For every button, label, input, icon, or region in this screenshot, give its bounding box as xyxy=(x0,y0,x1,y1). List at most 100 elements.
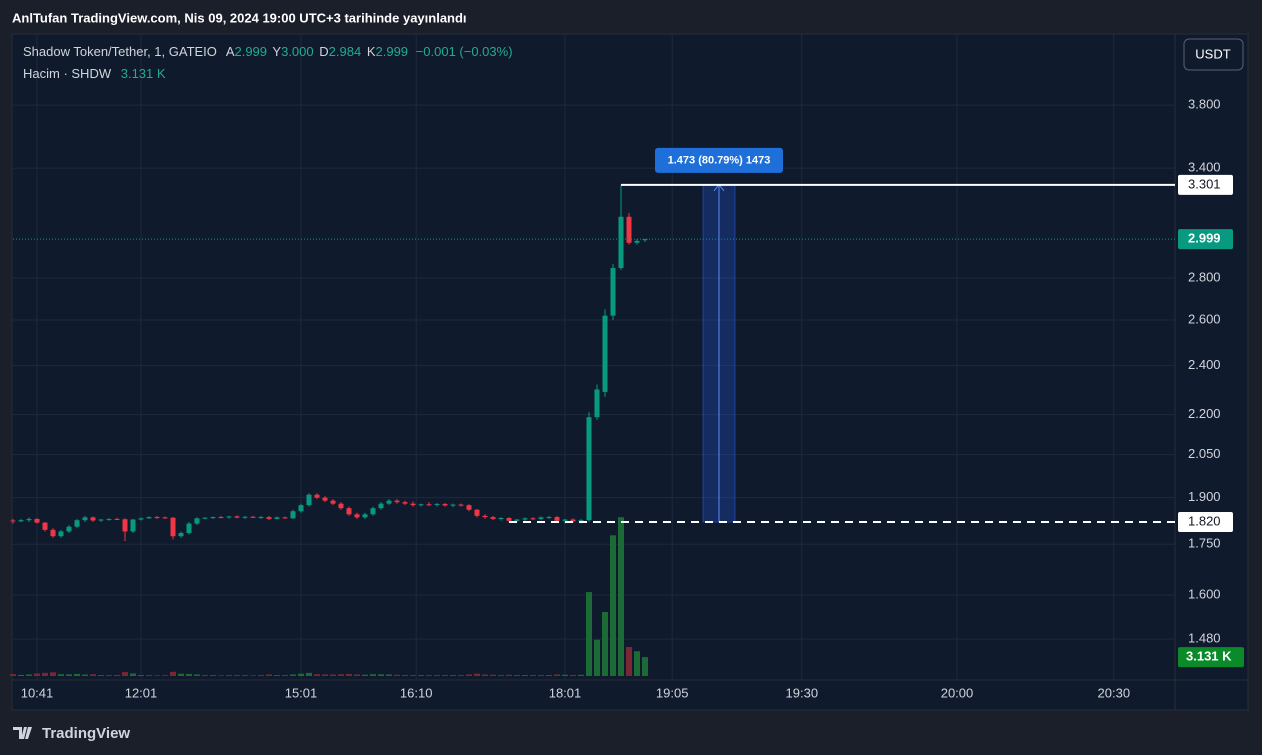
candle-body xyxy=(98,519,104,521)
candle-body xyxy=(458,504,464,506)
candle-body xyxy=(410,503,416,506)
candle-body xyxy=(226,516,232,518)
volume-bar xyxy=(210,675,216,676)
volume-bar xyxy=(586,592,592,676)
chart-panel xyxy=(11,33,1249,711)
candle-body xyxy=(594,389,600,418)
volume-bar xyxy=(290,674,296,676)
volume-bar xyxy=(90,674,96,676)
candle-body xyxy=(346,508,352,515)
x-tick-label: 20:00 xyxy=(941,685,974,700)
candle-body xyxy=(162,517,168,519)
volume-bar xyxy=(34,673,40,676)
volume-bar xyxy=(98,675,104,676)
candle-body xyxy=(10,520,16,522)
volume-bar xyxy=(506,674,512,676)
candle-body xyxy=(242,516,248,518)
candle-body xyxy=(370,508,376,515)
volume-bar xyxy=(474,673,480,676)
y-tick-label: 2.400 xyxy=(1188,357,1221,372)
volume-bar xyxy=(82,674,88,676)
volume-bar xyxy=(594,639,600,676)
volume-bar xyxy=(522,675,528,676)
volume-bar xyxy=(274,675,280,676)
candle-body xyxy=(170,517,176,537)
currency-button[interactable] xyxy=(1183,38,1244,71)
volume-bar xyxy=(282,674,288,676)
volume-bar xyxy=(498,675,504,676)
candle-body xyxy=(194,518,200,524)
current-price-badge xyxy=(1178,229,1233,250)
volume-bar xyxy=(442,674,448,676)
y-tick-label: 1.900 xyxy=(1188,489,1221,504)
candle-body xyxy=(434,503,440,505)
brand-name: TradingView xyxy=(42,725,130,742)
volume-bar xyxy=(602,612,608,676)
x-tick-label: 12:01 xyxy=(125,685,158,700)
symbol-title: Shadow Token/Tether, 1, GATEIO xyxy=(23,44,217,59)
volume-bar xyxy=(258,675,264,676)
volume-bar xyxy=(410,675,416,676)
candle-body xyxy=(578,520,584,522)
candle-body xyxy=(522,518,528,520)
currency-label[interactable]: USDT xyxy=(1195,46,1230,61)
candle-body xyxy=(34,518,40,523)
candle-body xyxy=(362,514,368,518)
candle-body xyxy=(218,517,224,519)
volume-bar xyxy=(146,675,152,676)
ohlc-value: 3.000 xyxy=(281,44,314,59)
x-tick-label: 18:01 xyxy=(549,685,582,700)
volume-bar xyxy=(50,672,56,676)
volume-bar xyxy=(66,674,72,676)
candle-body xyxy=(202,517,208,519)
volume-bar xyxy=(346,674,352,676)
y-tick-label: 2.600 xyxy=(1188,311,1221,326)
candle-body xyxy=(26,518,32,521)
volume-bar xyxy=(162,675,168,676)
volume-bar xyxy=(114,674,120,676)
y-tick-label: 2.200 xyxy=(1188,406,1221,421)
volume-bar xyxy=(426,675,432,676)
volume-bar xyxy=(130,673,136,676)
volume-bar xyxy=(330,674,336,676)
measure-label: 1.473 (80.79%) 1473 xyxy=(668,155,771,167)
volume-bar xyxy=(338,674,344,676)
x-tick-label: 19:30 xyxy=(786,685,819,700)
change: −0.001 (−0.03%) xyxy=(416,44,513,59)
volume-bar xyxy=(250,675,256,676)
candle-body xyxy=(562,519,568,521)
candle-body xyxy=(298,505,304,512)
volume-bar xyxy=(530,674,536,676)
candle-body xyxy=(482,515,488,518)
candle-body xyxy=(90,517,96,521)
candle-body xyxy=(402,502,408,504)
price-line-badge xyxy=(1178,174,1233,195)
candle-body xyxy=(498,517,504,519)
candle-body xyxy=(178,533,184,537)
ohlc-name: K xyxy=(367,44,376,59)
volume-bar xyxy=(562,674,568,676)
volume-bar xyxy=(322,674,328,676)
volume-bar xyxy=(386,674,392,676)
volume-bar xyxy=(466,674,472,676)
ohlc-name: A xyxy=(226,44,235,59)
current-price-label: 2.999 xyxy=(1188,231,1221,246)
candle-body xyxy=(146,517,152,519)
volume-bar xyxy=(58,674,64,676)
x-tick-label: 15:01 xyxy=(285,685,318,700)
x-tick-label: 20:30 xyxy=(1098,685,1131,700)
volume-bar xyxy=(106,675,112,676)
candle-body xyxy=(586,417,592,521)
candle-body xyxy=(290,511,296,519)
candle-body xyxy=(514,519,520,521)
candle-body xyxy=(274,517,280,519)
logo-icon xyxy=(13,727,32,739)
volume-bar xyxy=(514,675,520,676)
volume-bar xyxy=(306,672,312,676)
candle-body xyxy=(258,517,264,519)
y-tick-label: 1.600 xyxy=(1188,586,1221,601)
candle-body xyxy=(538,517,544,519)
candle-body xyxy=(618,216,624,269)
ohlc-name: Y xyxy=(272,44,281,59)
